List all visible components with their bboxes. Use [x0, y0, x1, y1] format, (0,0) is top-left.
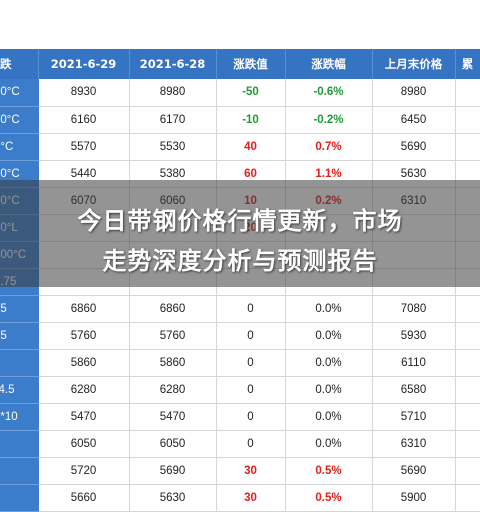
spec-label: 75	[0, 330, 7, 342]
col-header-spec: 跌	[0, 49, 38, 79]
col-header-date-0628: 2021-6-28	[129, 49, 216, 79]
cell-spec: 00°C	[0, 79, 38, 106]
cell-price-0628: 5470	[129, 403, 216, 430]
banner-title-line1: 今日带钢价格行情更新，市场	[0, 201, 480, 236]
cell-change-percent: 0.0%	[285, 295, 372, 322]
spec-label: 7*10	[0, 411, 18, 423]
cell-cumulative	[455, 79, 480, 106]
cell-last-month-price: 5930	[372, 322, 455, 349]
cell-change-value: 30	[216, 484, 285, 511]
col-header-cumulative: 累	[455, 49, 480, 79]
cell-last-month-price: 5900	[372, 484, 455, 511]
cell-cumulative	[455, 349, 480, 376]
spec-label: *4.5	[0, 384, 14, 396]
cell-price-0629: 6160	[38, 106, 129, 133]
spec-label: 00°C	[0, 168, 20, 180]
col-header-date-0629: 2021-6-29	[38, 49, 129, 79]
spec-label: 5°C	[0, 141, 13, 153]
table-row: 556605630300.5%5900	[0, 484, 480, 511]
table-row: 755760576000.0%5930	[0, 322, 480, 349]
spec-label: 75	[0, 303, 7, 315]
spec-label: 00°C	[0, 86, 20, 98]
cell-spec: 5	[0, 484, 38, 511]
cell-change-value: 0	[216, 430, 285, 457]
cell-last-month-price: 7080	[372, 295, 455, 322]
banner-title-line2: 走势深度分析与预测报告	[0, 241, 480, 276]
cell-change-value: 0	[216, 376, 285, 403]
cell-price-0628: 6860	[129, 295, 216, 322]
cell-price-0628: 6280	[129, 376, 216, 403]
cell-price-0629: 5470	[38, 403, 129, 430]
cell-spec: 75	[0, 295, 38, 322]
cell-cumulative	[455, 403, 480, 430]
cell-price-0628: 5760	[129, 322, 216, 349]
cell-spec	[0, 430, 38, 457]
cell-last-month-price: 5710	[372, 403, 455, 430]
cell-price-0628: 5630	[129, 484, 216, 511]
cell-spec: *4.5	[0, 376, 38, 403]
cell-price-0628: 6050	[129, 430, 216, 457]
cell-change-value: 0	[216, 295, 285, 322]
cell-spec: 75	[0, 322, 38, 349]
table-row: 55860586000.0%6110	[0, 349, 480, 376]
cell-change-value: 0	[216, 403, 285, 430]
cell-price-0629: 6280	[38, 376, 129, 403]
cell-change-percent: 0.0%	[285, 430, 372, 457]
cell-price-0629: 6050	[38, 430, 129, 457]
cell-change-percent: 0.5%	[285, 484, 372, 511]
cell-last-month-price: 6310	[372, 430, 455, 457]
cell-change-percent: 0.0%	[285, 349, 372, 376]
cell-change-value: 40	[216, 133, 285, 160]
cell-price-0629: 8930	[38, 79, 129, 106]
table-body: 00°C89308980-50-0.6%898000°C61606170-10-…	[0, 79, 480, 511]
cell-change-value: 0	[216, 349, 285, 376]
cell-price-0629: 5570	[38, 133, 129, 160]
cell-cumulative	[455, 322, 480, 349]
cell-change-percent: -0.2%	[285, 106, 372, 133]
cell-price-0628: 5530	[129, 133, 216, 160]
cell-spec: 00°C	[0, 106, 38, 133]
cell-change-percent: 0.0%	[285, 376, 372, 403]
cell-last-month-price: 8980	[372, 79, 455, 106]
cell-change-percent: 0.7%	[285, 133, 372, 160]
cell-last-month-price: 6580	[372, 376, 455, 403]
cell-change-percent: 0.0%	[285, 403, 372, 430]
cell-price-0629: 5660	[38, 484, 129, 511]
col-header-change-value: 涨跌值	[216, 49, 285, 79]
cell-cumulative	[455, 430, 480, 457]
cell-last-month-price: 6450	[372, 106, 455, 133]
cell-price-0628: 6170	[129, 106, 216, 133]
table-row: 756860686000.0%7080	[0, 295, 480, 322]
col-header-change-percent: 涨跌幅	[285, 49, 372, 79]
cell-cumulative	[455, 295, 480, 322]
cell-price-0629: 6860	[38, 295, 129, 322]
cell-last-month-price: 5690	[372, 133, 455, 160]
cell-cumulative	[455, 484, 480, 511]
cell-spec: 5°C	[0, 133, 38, 160]
cell-change-value: 0	[216, 322, 285, 349]
cell-cumulative	[455, 376, 480, 403]
cell-price-0628: 8980	[129, 79, 216, 106]
cell-cumulative	[455, 106, 480, 133]
table-header-row: 跌 2021-6-29 2021-6-28 涨跌值 涨跌幅 上月末价格 累	[0, 49, 480, 79]
cell-last-month-price: 6110	[372, 349, 455, 376]
cell-price-0628: 5860	[129, 349, 216, 376]
cell-change-value: -50	[216, 79, 285, 106]
cell-cumulative	[455, 133, 480, 160]
cell-price-0629: 5760	[38, 322, 129, 349]
cell-spec: 7*10	[0, 403, 38, 430]
spec-label: 00°C	[0, 114, 20, 126]
cell-change-value: -10	[216, 106, 285, 133]
col-header-last-month-price: 上月末价格	[372, 49, 455, 79]
cell-price-0629: 5860	[38, 349, 129, 376]
cell-change-percent: -0.6%	[285, 79, 372, 106]
cell-change-percent: 0.0%	[285, 322, 372, 349]
cell-spec: 5	[0, 349, 38, 376]
